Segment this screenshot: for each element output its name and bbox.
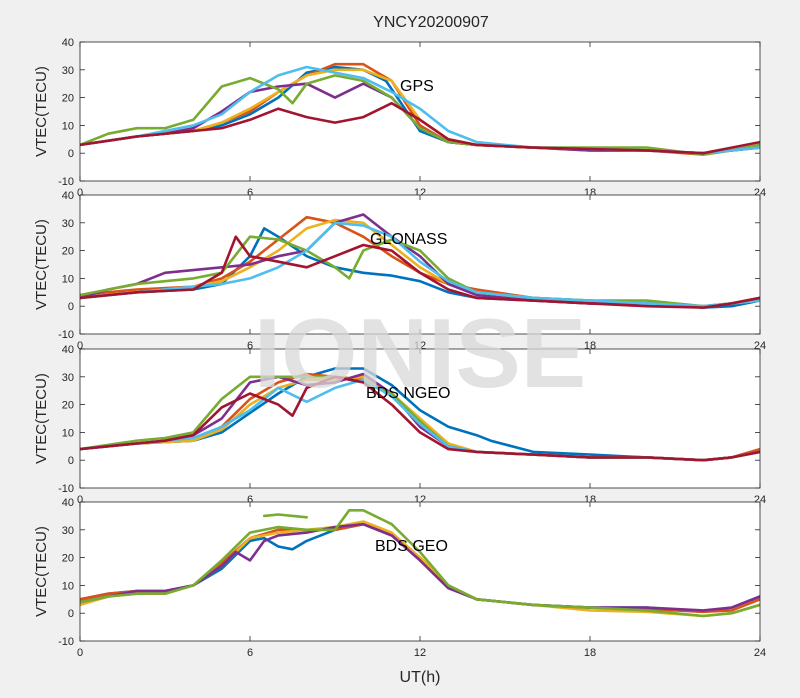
x-tick-label: 24: [754, 647, 766, 659]
y-tick-label: 40: [62, 190, 74, 202]
series-line-6: [80, 221, 760, 308]
x-tick-label: 0: [77, 187, 83, 199]
chart-title: YNCY20200907: [373, 14, 489, 31]
panel-label: GLONASS: [370, 231, 447, 248]
y-axis-label: VTEC(TECU): [33, 526, 50, 617]
series-group: [80, 367, 760, 462]
plot-area: [80, 502, 760, 641]
series-group: [80, 62, 760, 156]
y-tick-label: 30: [62, 525, 74, 537]
series-line-5: [80, 235, 760, 308]
y-tick-label: 40: [62, 344, 74, 356]
y-tick-label: -10: [58, 329, 74, 341]
watermark: IONISE: [254, 298, 586, 408]
y-axis-label: VTEC(TECU): [33, 219, 50, 310]
series-line-7: [80, 375, 760, 462]
x-tick-label: 6: [247, 187, 253, 199]
y-tick-label: 20: [62, 93, 74, 105]
x-tick-label: 18: [584, 647, 596, 659]
series-group: [80, 213, 760, 309]
plot-area: [80, 195, 760, 334]
x-axis-label: UT(h): [400, 669, 441, 686]
y-tick-label: -10: [58, 483, 74, 495]
plot-area: [80, 42, 760, 181]
y-tick-label: 10: [62, 273, 74, 285]
y-tick-label: 40: [62, 37, 74, 49]
x-tick-label: 6: [247, 647, 253, 659]
panel-label: GPS: [400, 78, 434, 95]
y-tick-label: -10: [58, 176, 74, 188]
series-line-5: [80, 508, 760, 618]
y-tick-label: 30: [62, 65, 74, 77]
x-tick-label: 6: [247, 340, 253, 352]
series-line-7: [80, 235, 760, 309]
y-tick-label: 10: [62, 427, 74, 439]
y-tick-label: 40: [62, 497, 74, 509]
x-tick-label: 0: [77, 494, 83, 506]
y-axis-label: VTEC(TECU): [33, 373, 50, 464]
y-tick-label: 20: [62, 246, 74, 258]
x-tick-label: 12: [414, 647, 426, 659]
panel-label: BDS NGEO: [366, 385, 450, 402]
x-tick-label: 0: [77, 647, 83, 659]
y-tick-label: 20: [62, 553, 74, 565]
y-tick-label: 10: [62, 120, 74, 132]
x-tick-label: 6: [247, 494, 253, 506]
y-tick-label: 10: [62, 580, 74, 592]
x-tick-label: 0: [77, 340, 83, 352]
y-tick-label: 0: [68, 608, 74, 620]
y-tick-label: 30: [62, 372, 74, 384]
y-tick-label: 30: [62, 218, 74, 230]
panel-label: BDS GEO: [375, 538, 448, 555]
y-axis-label: VTEC(TECU): [33, 66, 50, 157]
series-line-6: [262, 513, 309, 519]
series-group: [80, 508, 760, 618]
y-tick-label: 0: [68, 148, 74, 160]
y-tick-label: 20: [62, 400, 74, 412]
series-line-7: [80, 101, 760, 155]
y-tick-label: 0: [68, 455, 74, 467]
series-line-5: [80, 74, 760, 156]
y-tick-label: 0: [68, 301, 74, 313]
y-tick-label: -10: [58, 636, 74, 648]
